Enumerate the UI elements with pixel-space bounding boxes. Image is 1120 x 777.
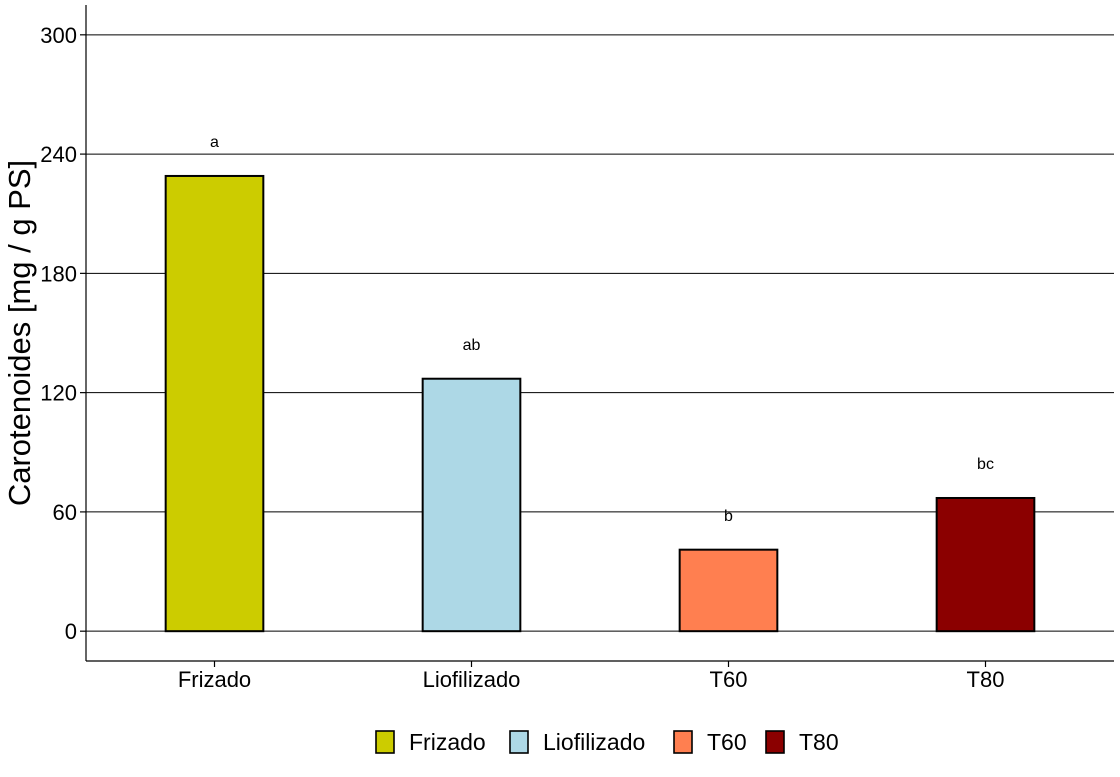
y-tick-label-0: 0 (65, 619, 77, 644)
legend-label-t60: T60 (707, 729, 747, 755)
y-tick-label-300: 300 (40, 23, 77, 48)
y-tick-label-180: 180 (40, 261, 77, 286)
y-axis-title: Carotenoides [mg / g PS] (2, 160, 37, 506)
y-tick-label-240: 240 (40, 142, 77, 167)
x-tick-label-t80: T80 (967, 667, 1005, 692)
bar-annotation-liofilizado: ab (463, 337, 481, 354)
legend-swatch-liofilizado (509, 730, 529, 754)
legend: Frizado Liofilizado T60 T80 (375, 729, 839, 755)
axes (85, 5, 1114, 662)
bar-annotation-t60: b (724, 508, 733, 525)
bar-annotations: a ab b bc (210, 134, 994, 525)
legend-swatch-t60 (673, 730, 693, 754)
y-tick-label-60: 60 (53, 500, 77, 525)
x-tick-label-liofilizado: Liofilizado (423, 667, 521, 692)
bar-liofilizado (421, 377, 522, 633)
x-tick-label-t60: T60 (710, 667, 748, 692)
bar-frizado (164, 174, 265, 633)
y-axis-ticks: 0 60 120 180 240 300 (40, 23, 86, 644)
legend-swatch-t80 (765, 730, 785, 754)
x-tick-label-frizado: Frizado (178, 667, 251, 692)
x-axis-ticks: Frizado Liofilizado T60 T80 (178, 661, 1005, 692)
bars (164, 174, 1036, 633)
legend-label-frizado: Frizado (409, 729, 486, 755)
legend-label-t80: T80 (799, 729, 839, 755)
legend-label-liofilizado: Liofilizado (543, 729, 645, 755)
bar-annotation-frizado: a (210, 134, 219, 151)
bar-annotation-t80: bc (977, 456, 994, 473)
y-tick-label-120: 120 (40, 381, 77, 406)
bar-t60 (678, 548, 779, 633)
bar-t80 (935, 496, 1036, 633)
legend-swatch-frizado (375, 730, 395, 754)
